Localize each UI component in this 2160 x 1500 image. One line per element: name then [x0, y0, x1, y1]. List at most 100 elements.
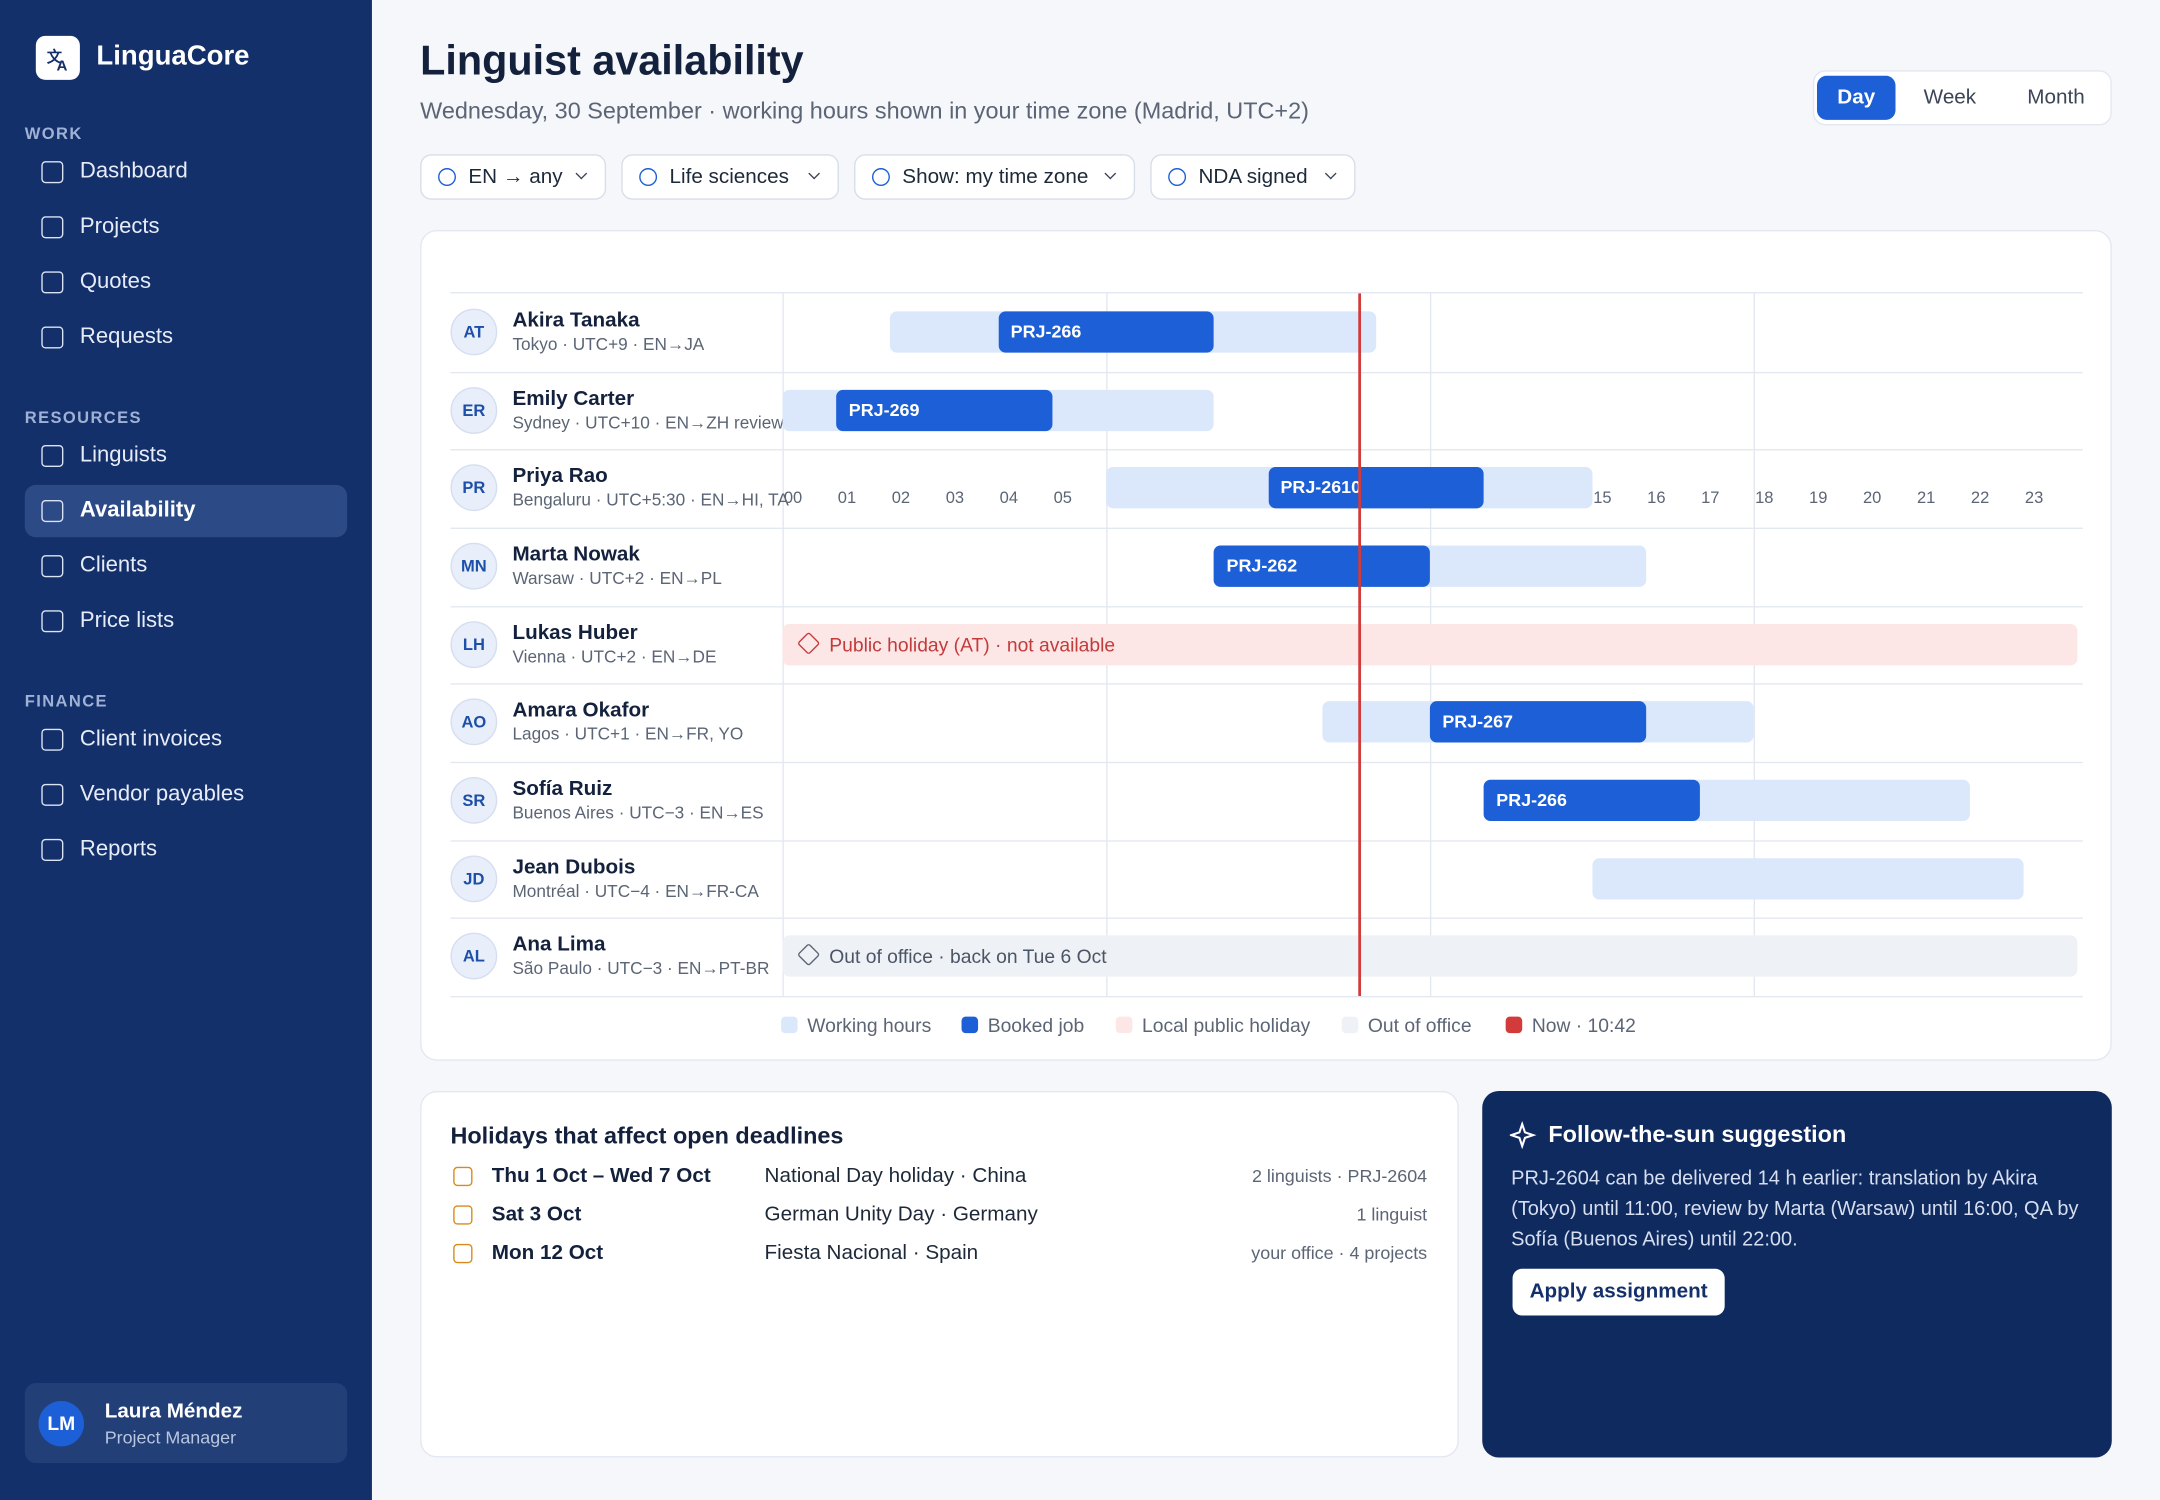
view-tab[interactable]: Week: [1923, 85, 1977, 109]
holiday-impact: your office · 4 projects: [1251, 1242, 1428, 1264]
chevron: [575, 167, 588, 180]
booked-job[interactable]: PRJ-269: [836, 389, 1053, 431]
view-tab[interactable]: Day: [1816, 75, 1896, 120]
suggestion-card: Follow-the-sun suggestion PRJ-2604 can b…: [1482, 1091, 2112, 1458]
nav-item[interactable]: Requests: [25, 311, 347, 363]
booked-job[interactable]: PRJ-266: [1483, 779, 1700, 822]
view-tab[interactable]: Month: [2027, 85, 2085, 109]
legend-swatch: [1505, 1016, 1523, 1034]
sparkle-icon: [1509, 1121, 1537, 1149]
status-label: Public holiday (AT) · not available: [829, 633, 1116, 656]
linguist-name[interactable]: Jean Dubois: [512, 855, 636, 879]
legend-label: Now · 10:42: [1531, 1013, 1636, 1036]
linguist-meta: Sydney · UTC+10 · EN→ZH review: [512, 412, 784, 433]
linguist-meta: Montréal · UTC−4 · EN→FR-CA: [512, 881, 759, 901]
page-title: Linguist availability: [420, 38, 804, 85]
filter-icon: [1168, 168, 1187, 186]
apply-button[interactable]: Apply assignment: [1512, 1268, 1725, 1316]
hour-label: 20: [1862, 487, 1882, 507]
nav-heading: RESOURCES: [24, 407, 142, 428]
filter-dropdown[interactable]: NDA signed: [1150, 154, 1356, 200]
status-label: Out of office · back on Tue 6 Oct: [829, 945, 1107, 968]
nav-item[interactable]: Price lists: [25, 595, 347, 647]
row-line: [450, 605, 2083, 608]
nav-item[interactable]: Client invoices: [25, 714, 347, 766]
nav-item[interactable]: Vendor payables: [25, 769, 347, 821]
nav-item[interactable]: Availability: [24, 484, 348, 538]
hour-label: 04: [999, 487, 1019, 507]
icon: [41, 610, 64, 633]
row-line: [450, 683, 2083, 686]
nav-item[interactable]: Quotes: [25, 256, 347, 308]
legend-swatch: [1115, 1016, 1133, 1034]
hour-label: 18: [1755, 487, 1774, 507]
filter-dropdown[interactable]: Life sciences: [621, 154, 839, 200]
icon: [41, 326, 64, 349]
avatar: AT: [450, 308, 498, 356]
holiday-name: German Unity Day · Germany: [764, 1202, 1038, 1227]
linguist-name[interactable]: Amara Okafor: [512, 698, 650, 723]
legend-swatch: [781, 1016, 798, 1034]
hour-label: 01: [837, 487, 857, 507]
linguist-name[interactable]: Marta Nowak: [512, 542, 640, 567]
holiday-dates: Thu 1 Oct – Wed 7 Oct: [491, 1164, 711, 1188]
icon: [41, 500, 64, 523]
nav-heading: WORK: [24, 123, 83, 144]
page-subtitle: Wednesday, 30 September · working hours …: [420, 97, 1309, 124]
holiday-name: National Day holiday · China: [764, 1164, 1027, 1188]
linguist-name[interactable]: Sofía Ruiz: [512, 776, 613, 801]
user-avatar: LM: [38, 1400, 85, 1447]
legend-label: Booked job: [987, 1013, 1085, 1036]
nav-heading: FINANCE: [24, 691, 108, 711]
icon: [41, 555, 64, 578]
filter-dropdown[interactable]: EN → any: [420, 154, 607, 200]
linguist-name[interactable]: Akira Tanaka: [512, 308, 640, 332]
hour-label: 19: [1809, 487, 1828, 507]
nav-item[interactable]: Linguists: [25, 430, 347, 482]
hour-label: 05: [1053, 487, 1073, 507]
icon: [41, 728, 64, 751]
holidays-title: Holidays that affect open deadlines: [450, 1122, 844, 1149]
icon: [41, 161, 64, 184]
linguist-name[interactable]: Lukas Huber: [512, 620, 638, 645]
booked-job[interactable]: PRJ-267: [1429, 701, 1646, 743]
user-card[interactable]: LM Laura Méndez Project Manager: [24, 1383, 348, 1463]
booked-job[interactable]: PRJ-266: [998, 311, 1215, 353]
avatar: ER: [450, 386, 498, 434]
linguist-meta: Bengaluru · UTC+5:30 · EN→HI, TA: [512, 490, 789, 511]
row-line: [450, 371, 2083, 373]
chevron: [808, 167, 820, 180]
holiday-impact: 1 linguist: [1356, 1203, 1428, 1225]
row-line: [450, 839, 2083, 842]
row-line: [450, 449, 2083, 451]
linguist-meta: Buenos Aires · UTC−3 · EN→ES: [512, 803, 764, 823]
icon: [41, 216, 64, 239]
hour-label: 16: [1647, 487, 1666, 507]
nav-item[interactable]: Dashboard: [25, 146, 347, 198]
holiday-name: Fiesta Nacional · Spain: [764, 1241, 979, 1265]
legend-label: Local public holiday: [1141, 1013, 1311, 1036]
hour-label: 00: [783, 487, 803, 507]
booked-job[interactable]: PRJ-262: [1214, 545, 1430, 587]
booked-job[interactable]: PRJ-2610: [1268, 467, 1484, 509]
user-name: Laura Méndez: [104, 1399, 243, 1424]
nav-item[interactable]: Clients: [25, 540, 347, 592]
suggestion-text: PRJ-2604 can be delivered 14 h earlier: …: [1511, 1168, 2079, 1251]
linguist-name[interactable]: Emily Carter: [512, 386, 635, 411]
icon: [41, 271, 64, 294]
linguist-name[interactable]: Priya Rao: [512, 464, 608, 489]
schedule-card: 0001020304050607080910111213141516171819…: [420, 230, 2112, 1061]
holiday-bar: Public holiday (AT) · not available: [782, 623, 2078, 665]
calendar-icon: [453, 1243, 473, 1264]
row-line: [450, 917, 2083, 920]
linguist-name[interactable]: Ana Lima: [512, 933, 606, 957]
nav-item[interactable]: Reports: [25, 824, 347, 876]
filter-dropdown[interactable]: Show: my time zone: [854, 154, 1136, 200]
hour-label: 15: [1593, 487, 1612, 507]
nav-item[interactable]: Projects: [25, 201, 347, 253]
linguist-meta: Warsaw · UTC+2 · EN→PL: [512, 568, 722, 589]
chevron: [1104, 167, 1117, 180]
hour-label: 02: [891, 487, 911, 507]
